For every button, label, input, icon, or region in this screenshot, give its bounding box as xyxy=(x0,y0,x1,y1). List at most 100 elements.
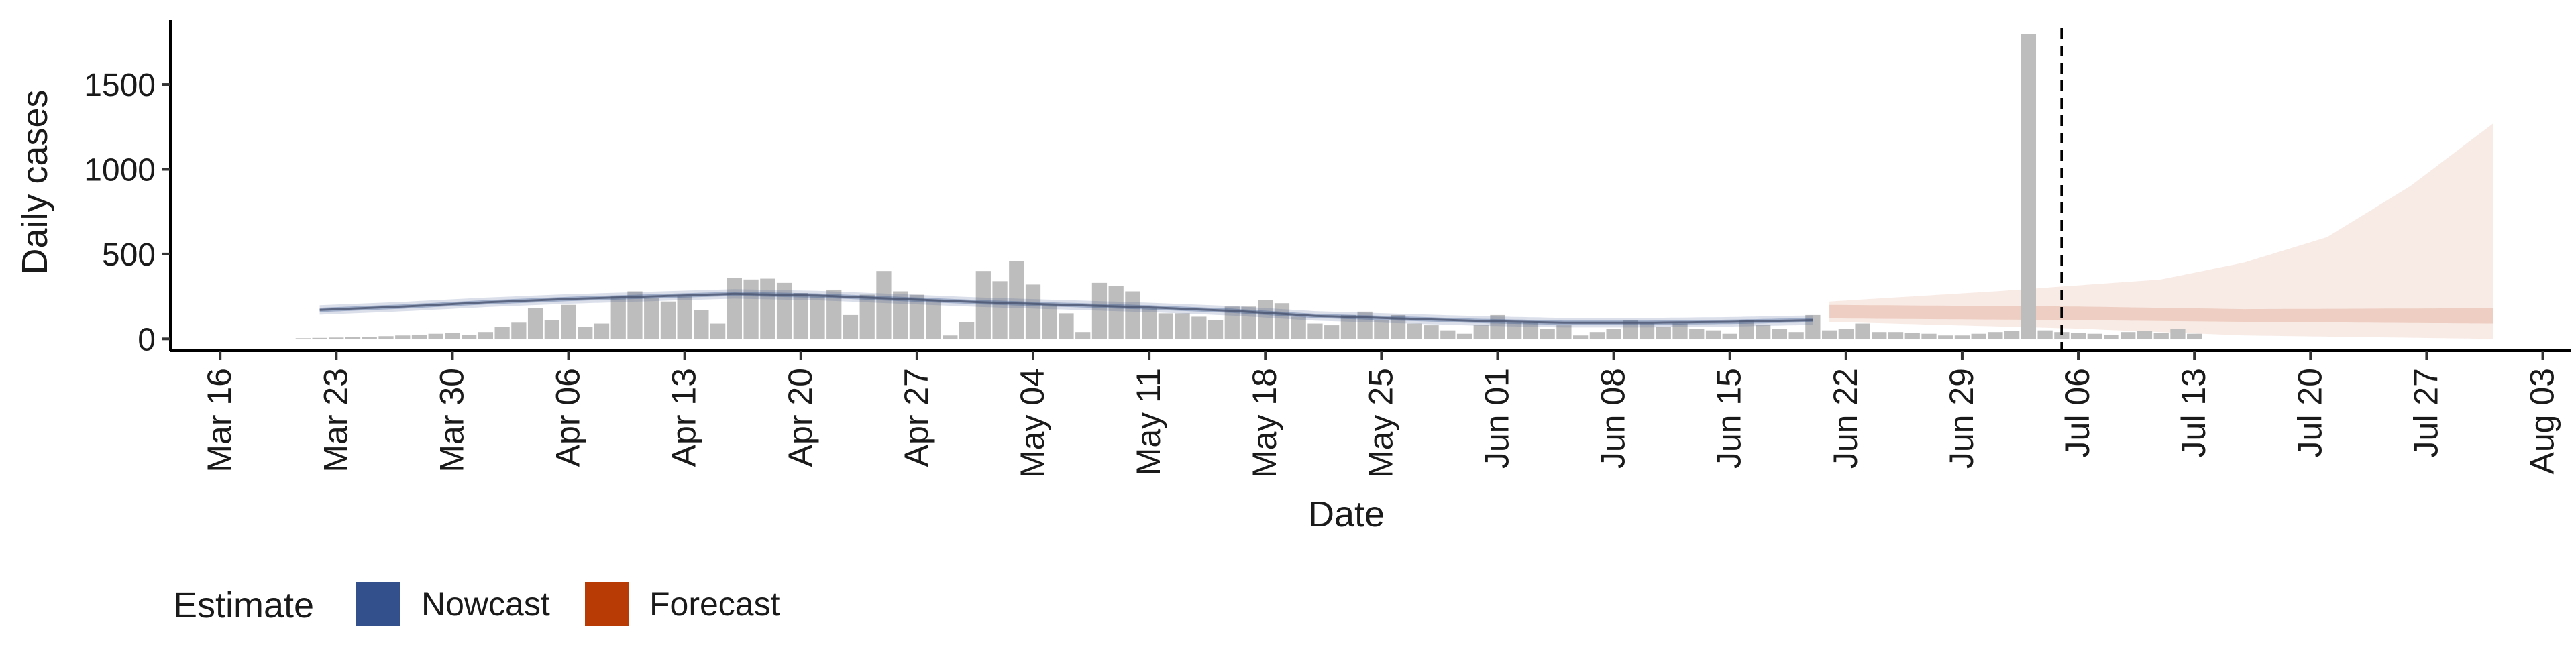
case-bar xyxy=(909,294,925,339)
case-bar xyxy=(1291,316,1306,339)
case-bar xyxy=(1324,325,1340,339)
case-bar xyxy=(2070,333,2086,339)
legend-label-nowcast: Nowcast xyxy=(421,585,550,623)
case-bar xyxy=(494,327,510,339)
case-bar xyxy=(1739,320,1754,339)
case-bar xyxy=(876,271,892,339)
case-bar xyxy=(793,293,808,339)
case-bar xyxy=(1540,329,1555,339)
case-bar xyxy=(1241,306,1256,339)
case-bar xyxy=(462,335,477,339)
case-bar xyxy=(959,322,975,339)
x-tick-label: Apr 20 xyxy=(782,368,819,467)
case-bar xyxy=(1821,330,1837,339)
case-bar xyxy=(975,271,991,339)
forecast-inner-band-area xyxy=(1829,304,2493,324)
case-bar xyxy=(2137,331,2153,339)
case-bar xyxy=(1938,335,1953,339)
observed-case-bars xyxy=(295,34,2202,339)
legend: Estimate Nowcast Forecast xyxy=(173,582,780,626)
case-bar xyxy=(859,294,875,339)
y-tick-label: 1000 xyxy=(84,152,156,188)
case-bar xyxy=(1838,329,1854,339)
x-tick-label: Mar 23 xyxy=(317,368,354,473)
legend-label-forecast: Forecast xyxy=(649,585,780,623)
case-bar xyxy=(1440,330,1456,339)
case-bar xyxy=(329,337,344,339)
nowcast-median-line xyxy=(319,292,1813,324)
case-bar xyxy=(1921,333,1937,339)
case-bar xyxy=(2037,330,2053,339)
case-bar xyxy=(1274,303,1290,339)
case-bar xyxy=(1988,332,2003,339)
x-tick-label: May 04 xyxy=(1014,368,1051,478)
case-bar xyxy=(527,308,543,339)
case-bar xyxy=(627,291,643,339)
x-tick-label: May 25 xyxy=(1362,368,1399,478)
case-bar xyxy=(644,298,659,339)
case-bar xyxy=(2021,34,2037,339)
case-bar xyxy=(760,278,775,339)
case-bar xyxy=(1606,329,1621,339)
case-bar xyxy=(578,327,593,339)
legend-key-forecast xyxy=(585,582,629,626)
x-axis-title: Date xyxy=(1308,494,1385,534)
case-bar xyxy=(1390,314,1406,339)
case-bar xyxy=(926,300,941,339)
case-bar xyxy=(1888,332,1904,339)
case-bar xyxy=(2170,329,2186,339)
case-bar xyxy=(312,337,327,339)
x-tick-label: Jun 22 xyxy=(1827,368,1864,469)
case-bar xyxy=(1125,291,1140,339)
case-bar xyxy=(694,310,709,339)
case-bar xyxy=(1108,286,1124,339)
case-bar xyxy=(727,278,742,339)
case-bar xyxy=(1788,332,1804,339)
case-bar xyxy=(2087,333,2102,339)
case-bar xyxy=(1473,325,1489,339)
x-tick-label: Mar 30 xyxy=(433,368,470,473)
x-tick-label: May 18 xyxy=(1246,368,1283,478)
case-bar xyxy=(1208,320,1224,339)
case-bar xyxy=(1705,330,1721,339)
case-bar xyxy=(1904,333,1920,339)
case-bar xyxy=(345,337,361,339)
x-tick-label: Jun 08 xyxy=(1595,368,1632,469)
case-bar xyxy=(1091,282,1108,339)
case-bar xyxy=(1872,332,1887,339)
x-tick-label: Jun 15 xyxy=(1711,368,1748,469)
case-bar xyxy=(1623,320,1638,339)
x-tick-label: Apr 06 xyxy=(549,368,587,467)
case-bar xyxy=(1772,329,1788,339)
x-tick-label: Jun 01 xyxy=(1478,368,1515,469)
case-bar xyxy=(1424,325,1439,339)
case-bar xyxy=(2054,332,2070,339)
y-tick-label: 500 xyxy=(102,237,156,273)
case-bar xyxy=(2004,331,2020,339)
case-bar xyxy=(1059,313,1074,339)
case-bar xyxy=(1407,323,1422,339)
y-tick-label: 1500 xyxy=(84,68,156,103)
case-bar xyxy=(1142,308,1157,339)
x-tick-label: Jul 20 xyxy=(2291,368,2328,457)
case-bar xyxy=(1507,322,1522,339)
x-tick-label: Apr 13 xyxy=(665,368,703,467)
case-bar xyxy=(1722,333,1737,339)
forecast-outer-band xyxy=(1829,123,2493,339)
case-bar xyxy=(1656,327,1671,339)
case-bar xyxy=(610,296,626,339)
case-bar xyxy=(1456,333,1472,339)
case-bar xyxy=(992,281,1008,339)
case-bar xyxy=(1307,323,1323,339)
case-bar xyxy=(843,314,859,339)
case-bar xyxy=(2104,334,2119,339)
case-bar xyxy=(295,338,311,339)
x-axis-ticks: Mar 16 Mar 23 Mar 30 Apr 06 Apr 13 Apr 20 Apr … xyxy=(201,351,2561,478)
case-bar xyxy=(1340,314,1356,339)
x-tick-label: Jun 29 xyxy=(1943,368,1980,469)
case-bar xyxy=(1589,332,1605,339)
legend-title: Estimate xyxy=(173,585,314,626)
case-bar xyxy=(2121,332,2136,339)
nowcast-outer-band xyxy=(319,289,1813,328)
